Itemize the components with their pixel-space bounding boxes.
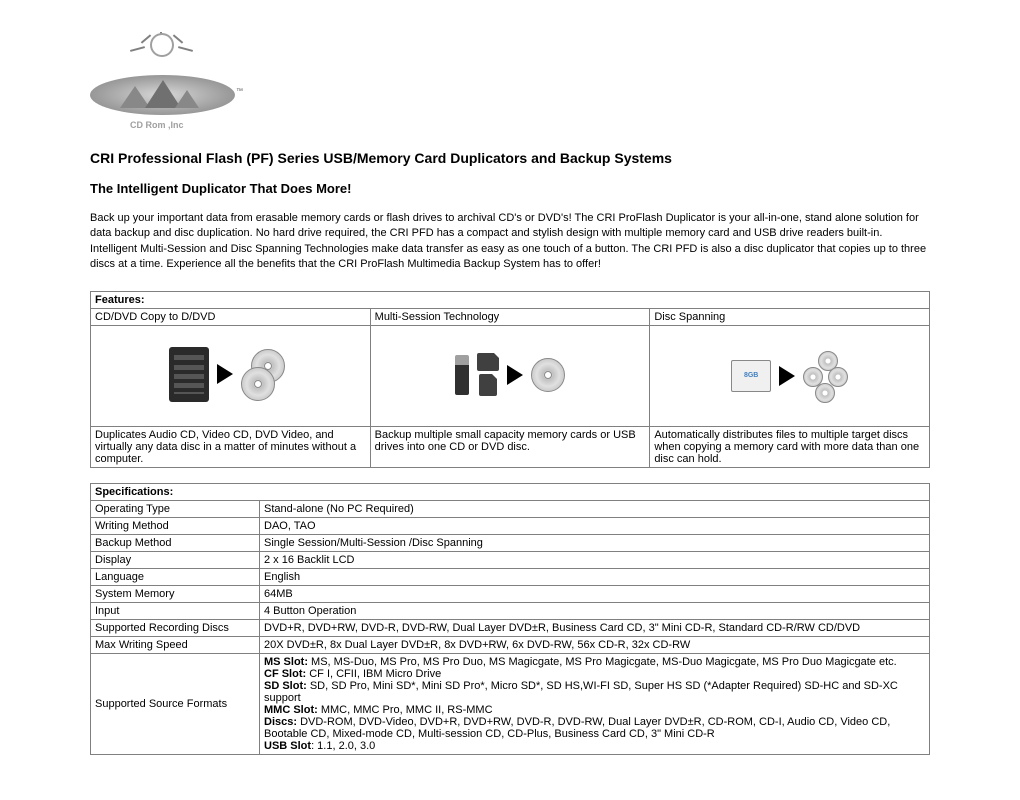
features-table: Features: CD/DVD Copy to D/DVD Multi-Ses… (90, 291, 930, 468)
spec-label: Input (91, 602, 260, 619)
spec-value: 64MB (260, 585, 930, 602)
spec-label: Supported Recording Discs (91, 619, 260, 636)
feature-desc-3: Automatically distributes files to multi… (650, 426, 930, 467)
spec-label: Display (91, 551, 260, 568)
spec-value: 4 Button Operation (260, 602, 930, 619)
spec-value: 20X DVD±R, 8x Dual Layer DVD±R, 8x DVD+R… (260, 636, 930, 653)
feature-title-3: Disc Spanning (650, 308, 930, 325)
spec-label: Operating Type (91, 500, 260, 517)
page-subtitle: The Intelligent Duplicator That Does Mor… (90, 181, 930, 196)
feature-desc-1: Duplicates Audio CD, Video CD, DVD Video… (91, 426, 371, 467)
page-title: CRI Professional Flash (PF) Series USB/M… (90, 150, 930, 166)
logo-trademark: ™ (236, 88, 243, 95)
feature-desc-2: Backup multiple small capacity memory ca… (370, 426, 650, 467)
feature-title-1: CD/DVD Copy to D/DVD (91, 308, 371, 325)
spec-label: System Memory (91, 585, 260, 602)
spec-label: Writing Method (91, 517, 260, 534)
logo-text: CD Rom ,Inc (130, 120, 184, 130)
spec-label: Supported Source Formats (91, 653, 260, 754)
spec-value: 2 x 16 Backlit LCD (260, 551, 930, 568)
company-logo: ™ CD Rom ,Inc (90, 30, 235, 130)
specifications-table: Specifications: Operating TypeStand-alon… (90, 483, 930, 755)
spec-value: MS Slot: MS, MS-Duo, MS Pro, MS Pro Duo,… (260, 653, 930, 754)
intro-paragraph: Back up your important data from erasabl… (90, 211, 930, 273)
spec-value: English (260, 568, 930, 585)
spec-value: DVD+R, DVD+RW, DVD-R, DVD-RW, Dual Layer… (260, 619, 930, 636)
spec-label: Max Writing Speed (91, 636, 260, 653)
spec-value: DAO, TAO (260, 517, 930, 534)
specs-header: Specifications: (91, 483, 930, 500)
feature-image-3: 8GB (650, 325, 930, 426)
spec-value: Stand-alone (No PC Required) (260, 500, 930, 517)
feature-title-2: Multi-Session Technology (370, 308, 650, 325)
feature-image-2 (370, 325, 650, 426)
logo-container: ™ CD Rom ,Inc (90, 30, 930, 130)
spec-value: Single Session/Multi-Session /Disc Spann… (260, 534, 930, 551)
feature-image-1 (91, 325, 371, 426)
spec-label: Backup Method (91, 534, 260, 551)
spec-label: Language (91, 568, 260, 585)
features-header: Features: (91, 291, 930, 308)
